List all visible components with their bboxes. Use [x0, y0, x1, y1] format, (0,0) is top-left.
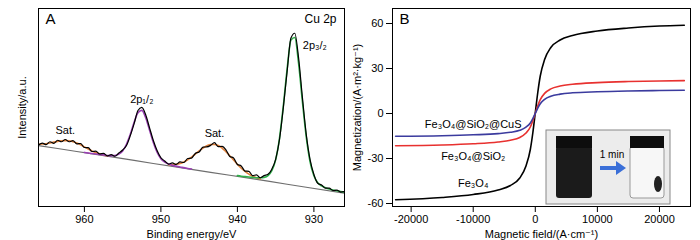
- svg-text:-10000: -10000: [456, 213, 490, 225]
- svg-text:960: 960: [75, 213, 93, 225]
- svg-text:Fe₃O₄@SiO₂@CuS: Fe₃O₄@SiO₂@CuS: [425, 118, 522, 130]
- svg-text:-20000: -20000: [394, 213, 428, 225]
- svg-text:30: 30: [371, 62, 383, 74]
- svg-text:0: 0: [377, 107, 383, 119]
- svg-text:-30: -30: [368, 152, 384, 164]
- svg-text:940: 940: [228, 213, 246, 225]
- svg-text:Binding energy/eV: Binding energy/eV: [147, 228, 238, 240]
- svg-text:-60: -60: [368, 197, 384, 209]
- svg-text:Cu 2p: Cu 2p: [304, 12, 336, 26]
- svg-text:10000: 10000: [582, 213, 613, 225]
- svg-text:0: 0: [532, 213, 538, 225]
- svg-text:B: B: [400, 10, 410, 27]
- svg-text:Magnetization/(A·m²·kg⁻¹): Magnetization/(A·m²·kg⁻¹): [351, 44, 363, 171]
- svg-text:Intensity/a.u.: Intensity/a.u.: [16, 76, 28, 138]
- svg-text:2p₁/₂: 2p₁/₂: [130, 93, 153, 105]
- svg-text:20000: 20000: [644, 213, 675, 225]
- svg-text:60: 60: [371, 17, 383, 29]
- svg-text:930: 930: [305, 213, 323, 225]
- svg-text:Fe₃O₄@SiO₂: Fe₃O₄@SiO₂: [441, 150, 505, 162]
- svg-text:Magnetic field/(A·cm⁻¹): Magnetic field/(A·cm⁻¹): [485, 228, 598, 240]
- svg-text:Sat.: Sat.: [205, 127, 225, 139]
- svg-text:Fe₃O₄: Fe₃O₄: [458, 177, 489, 189]
- svg-text:A: A: [46, 10, 56, 27]
- svg-text:1 min: 1 min: [600, 149, 624, 160]
- svg-text:950: 950: [152, 213, 170, 225]
- svg-text:2p₃/₂: 2p₃/₂: [303, 39, 327, 51]
- svg-text:Sat.: Sat.: [55, 124, 75, 136]
